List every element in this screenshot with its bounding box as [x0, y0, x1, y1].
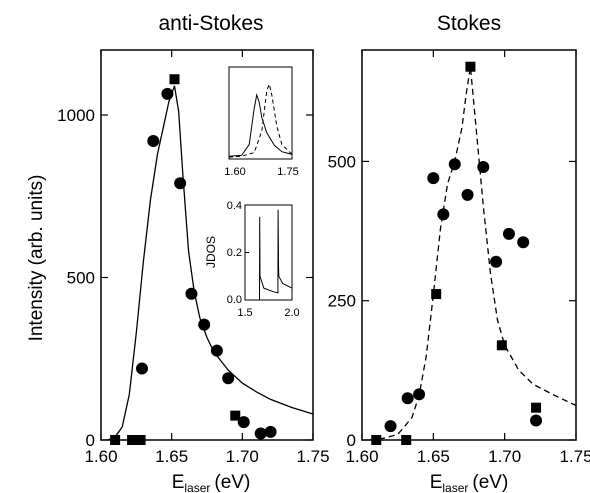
- data-point-circle: [517, 236, 530, 249]
- data-point-square: [127, 435, 138, 445]
- inset-jdos-ytick: 0.0: [227, 294, 242, 306]
- data-point-circle: [401, 392, 414, 405]
- inset-jdos-series: [245, 204, 293, 301]
- inset-lineshape-curve: [228, 82, 293, 158]
- panel-title-stokes: Stokes: [437, 12, 501, 35]
- fit-curve: [369, 66, 577, 441]
- data-point-circle: [461, 188, 474, 201]
- inset-jdos-curve: [245, 209, 293, 301]
- y-tick-label: 1000: [57, 106, 95, 125]
- data-point-circle: [161, 87, 174, 100]
- data-point-circle: [237, 416, 250, 429]
- data-point-circle: [490, 255, 503, 268]
- data-point-circle: [427, 172, 440, 185]
- series-group-stokes: [369, 61, 577, 445]
- data-point-circle: [198, 318, 211, 331]
- plot-frame-stokes: [361, 49, 577, 441]
- x-tick-label: 1.75: [296, 447, 329, 466]
- data-point-circle: [254, 427, 267, 440]
- data-point-circle: [448, 158, 461, 171]
- x-tick-label: 1.70: [488, 447, 521, 466]
- inset-jdos-ytick: 0.4: [227, 200, 242, 212]
- data-point-square: [371, 435, 382, 445]
- inset-lineshape-xtick: 1.75: [277, 166, 298, 178]
- anti-stokes-panel: anti-Stokes 1.60 1.65 1.70 1.75 0 500 1000 Ela…: [57, 12, 329, 493]
- y-tick-label: 500: [67, 269, 95, 288]
- data-point-circle: [384, 420, 397, 433]
- data-point-circle: [264, 425, 277, 438]
- data-point-circle: [174, 177, 187, 190]
- x-tick-label: 1.70: [226, 447, 259, 466]
- x-tick-label: 1.60: [345, 447, 378, 466]
- inset-jdos: JDOS 0.0 0.2 0.4 1.5 2.0: [204, 200, 300, 319]
- tick-group-stokes: 1.60 1.65 1.70 1.75 0 250 500: [328, 50, 590, 466]
- data-point-circle: [185, 287, 198, 300]
- data-point-circle: [210, 344, 223, 357]
- x-tick-label: 1.65: [155, 447, 188, 466]
- data-point-circle: [477, 161, 490, 173]
- y-tick-label: 500: [328, 152, 356, 171]
- inset-lineshape-curve: [228, 93, 293, 157]
- panel-title-anti-stokes: anti-Stokes: [158, 12, 263, 35]
- inset-jdos-frame: [244, 204, 293, 301]
- data-point-square: [401, 435, 412, 445]
- data-point-circle: [413, 388, 426, 401]
- inset-jdos-ylabel: JDOS: [204, 236, 218, 268]
- inset-jdos-xtick: 2.0: [284, 307, 299, 319]
- inset-jdos-xtick: 1.5: [237, 307, 252, 319]
- data-point-square: [496, 340, 507, 351]
- data-point-square: [465, 61, 476, 72]
- inset-lineshape: 1.60 1.75: [224, 66, 299, 178]
- x-axis-label-stokes: Elaser (eV): [430, 472, 509, 493]
- data-point-square: [110, 435, 121, 445]
- inset-lineshape-frame: [228, 66, 293, 160]
- y-tick-label: 0: [86, 431, 95, 450]
- data-point-square: [135, 435, 146, 445]
- x-axis-label-anti-stokes: Elaser (eV): [172, 472, 251, 493]
- data-point-circle: [530, 414, 543, 427]
- data-point-square: [230, 410, 241, 421]
- inset-lineshape-series: [228, 82, 293, 158]
- data-point-circle: [222, 372, 235, 385]
- inset-jdos-ytick: 0.2: [227, 247, 242, 259]
- plot-frame-anti-stokes: [100, 49, 314, 441]
- data-point-square: [169, 74, 180, 85]
- x-tick-label: 1.65: [417, 447, 450, 466]
- y-axis-label: Intensity (arb. units): [26, 175, 47, 342]
- data-point-circle: [135, 362, 148, 375]
- x-tick-label: 1.75: [559, 447, 590, 466]
- data-point-square: [431, 289, 442, 300]
- x-tick-label: 1.60: [84, 447, 117, 466]
- series-group-anti-stokes: [107, 74, 314, 445]
- inset-lineshape-xtick: 1.60: [224, 166, 245, 178]
- data-point-circle: [437, 208, 450, 221]
- data-point-circle: [502, 227, 515, 240]
- y-tick-label: 250: [328, 292, 356, 311]
- data-point-square: [531, 402, 542, 413]
- data-point-circle: [147, 135, 160, 147]
- fit-curve: [107, 85, 314, 441]
- stokes-panel: Stokes 1.60 1.65 1.70 1.75 0 250 500 Elaser (eV…: [328, 12, 590, 493]
- y-tick-label: 0: [347, 431, 356, 450]
- tick-group-anti-stokes: 1.60 1.65 1.70 1.75 0 500 1000: [57, 50, 330, 466]
